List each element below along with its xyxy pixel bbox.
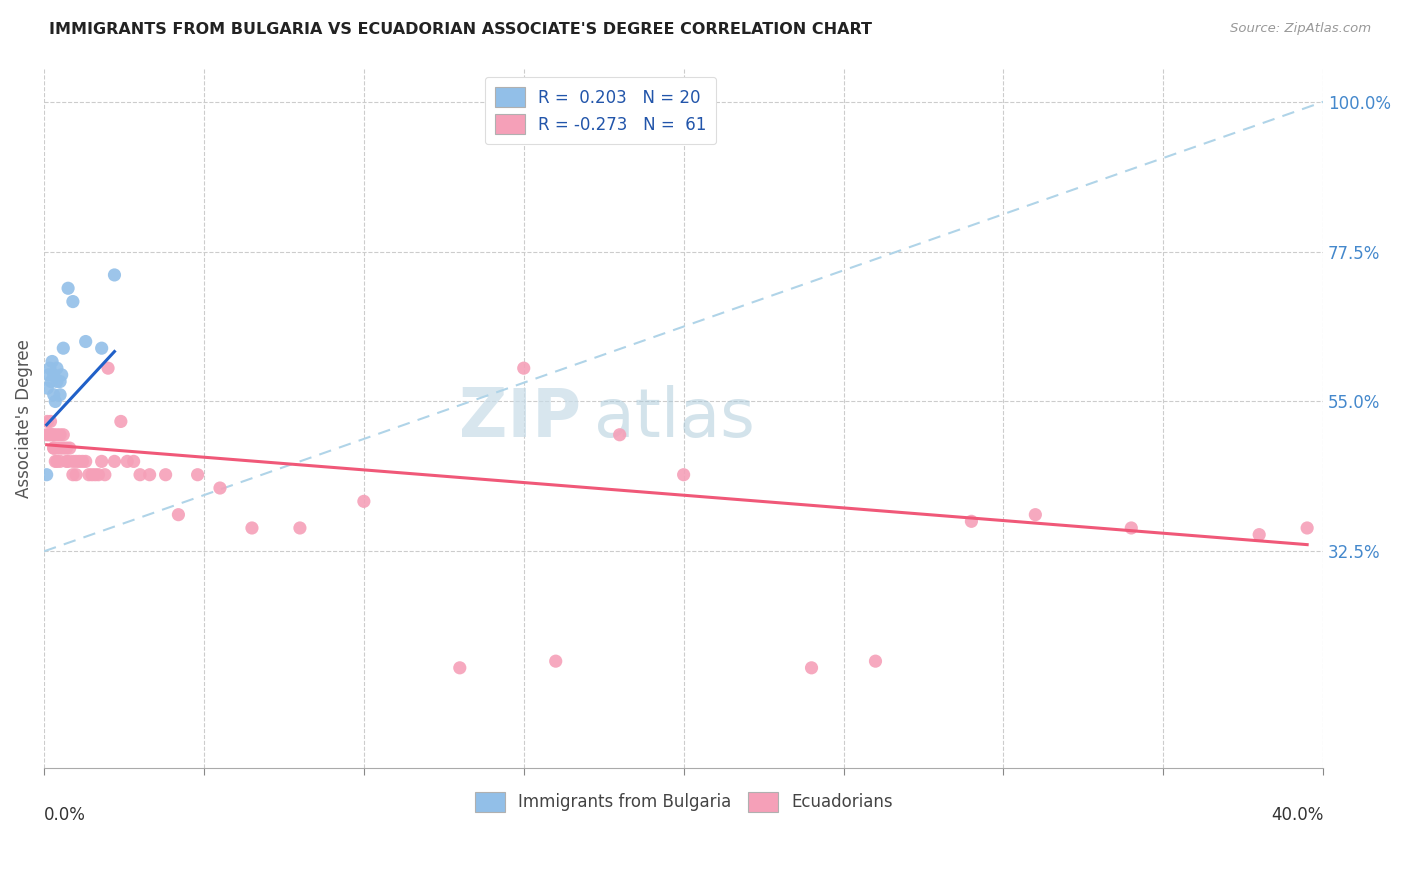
Point <box>62 467 84 482</box>
Point <box>42 441 65 455</box>
Point <box>37 414 59 428</box>
Point <box>59 441 82 455</box>
Point <box>90 341 112 355</box>
Point <box>65 454 87 468</box>
Point <box>52 441 75 455</box>
Point <box>97 361 120 376</box>
Point <box>51 368 73 382</box>
Point <box>42 388 65 402</box>
Point <box>77 467 100 482</box>
Point <box>42 427 65 442</box>
Point <box>45 454 67 468</box>
Point <box>62 294 84 309</box>
Point <box>35 427 58 442</box>
Point <box>240 521 263 535</box>
Point <box>49 388 72 402</box>
Point <box>103 454 125 468</box>
Point <box>42 441 65 455</box>
Point <box>138 467 160 482</box>
Point <box>544 654 567 668</box>
Y-axis label: Associate's Degree: Associate's Degree <box>15 339 32 498</box>
Point <box>72 454 94 468</box>
Point <box>41 354 63 368</box>
Point <box>38 361 60 376</box>
Text: 0.0%: 0.0% <box>44 806 86 824</box>
Point <box>62 454 84 468</box>
Point <box>39 427 62 442</box>
Point <box>87 467 110 482</box>
Point <box>49 375 72 389</box>
Point <box>56 281 79 295</box>
Point <box>65 467 87 482</box>
Point <box>960 514 983 528</box>
Point <box>353 494 375 508</box>
Point <box>41 427 63 442</box>
Point <box>38 368 60 382</box>
Point <box>75 454 97 468</box>
Text: IMMIGRANTS FROM BULGARIA VS ECUADORIAN ASSOCIATE'S DEGREE CORRELATION CHART: IMMIGRANTS FROM BULGARIA VS ECUADORIAN A… <box>49 22 872 37</box>
Point <box>288 521 311 535</box>
Text: Source: ZipAtlas.com: Source: ZipAtlas.com <box>1230 22 1371 36</box>
Point <box>513 361 536 376</box>
Point <box>155 467 177 482</box>
Point <box>672 467 695 482</box>
Point <box>44 394 66 409</box>
Point <box>122 454 145 468</box>
Point <box>449 661 471 675</box>
Text: 40.0%: 40.0% <box>1271 806 1323 824</box>
Point <box>110 414 132 428</box>
Point <box>55 441 77 455</box>
Point <box>45 441 67 455</box>
Point <box>103 268 125 282</box>
Point <box>187 467 209 482</box>
Point <box>49 454 72 468</box>
Point <box>1296 521 1319 535</box>
Point <box>37 381 59 395</box>
Point <box>94 467 117 482</box>
Point <box>609 427 631 442</box>
Point <box>90 454 112 468</box>
Point <box>38 427 60 442</box>
Text: atlas: atlas <box>595 385 755 451</box>
Legend: Immigrants from Bulgaria, Ecuadorians: Immigrants from Bulgaria, Ecuadorians <box>468 785 900 819</box>
Point <box>35 467 58 482</box>
Point <box>1024 508 1046 522</box>
Point <box>67 454 90 468</box>
Point <box>42 368 65 382</box>
Point <box>208 481 231 495</box>
Point <box>865 654 887 668</box>
Point <box>45 427 67 442</box>
Point <box>39 414 62 428</box>
Point <box>45 361 67 376</box>
Point <box>129 467 152 482</box>
Point <box>56 454 79 468</box>
Point <box>800 661 823 675</box>
Point <box>80 467 103 482</box>
Point <box>55 454 77 468</box>
Point <box>167 508 190 522</box>
Point <box>39 375 62 389</box>
Point <box>117 454 139 468</box>
Point <box>49 427 72 442</box>
Text: ZIP: ZIP <box>460 385 581 451</box>
Point <box>75 334 97 349</box>
Point <box>52 427 75 442</box>
Point <box>52 341 75 355</box>
Point <box>45 375 67 389</box>
Point <box>49 441 72 455</box>
Point <box>1249 527 1271 541</box>
Point <box>44 454 66 468</box>
Point <box>84 467 107 482</box>
Point <box>1121 521 1143 535</box>
